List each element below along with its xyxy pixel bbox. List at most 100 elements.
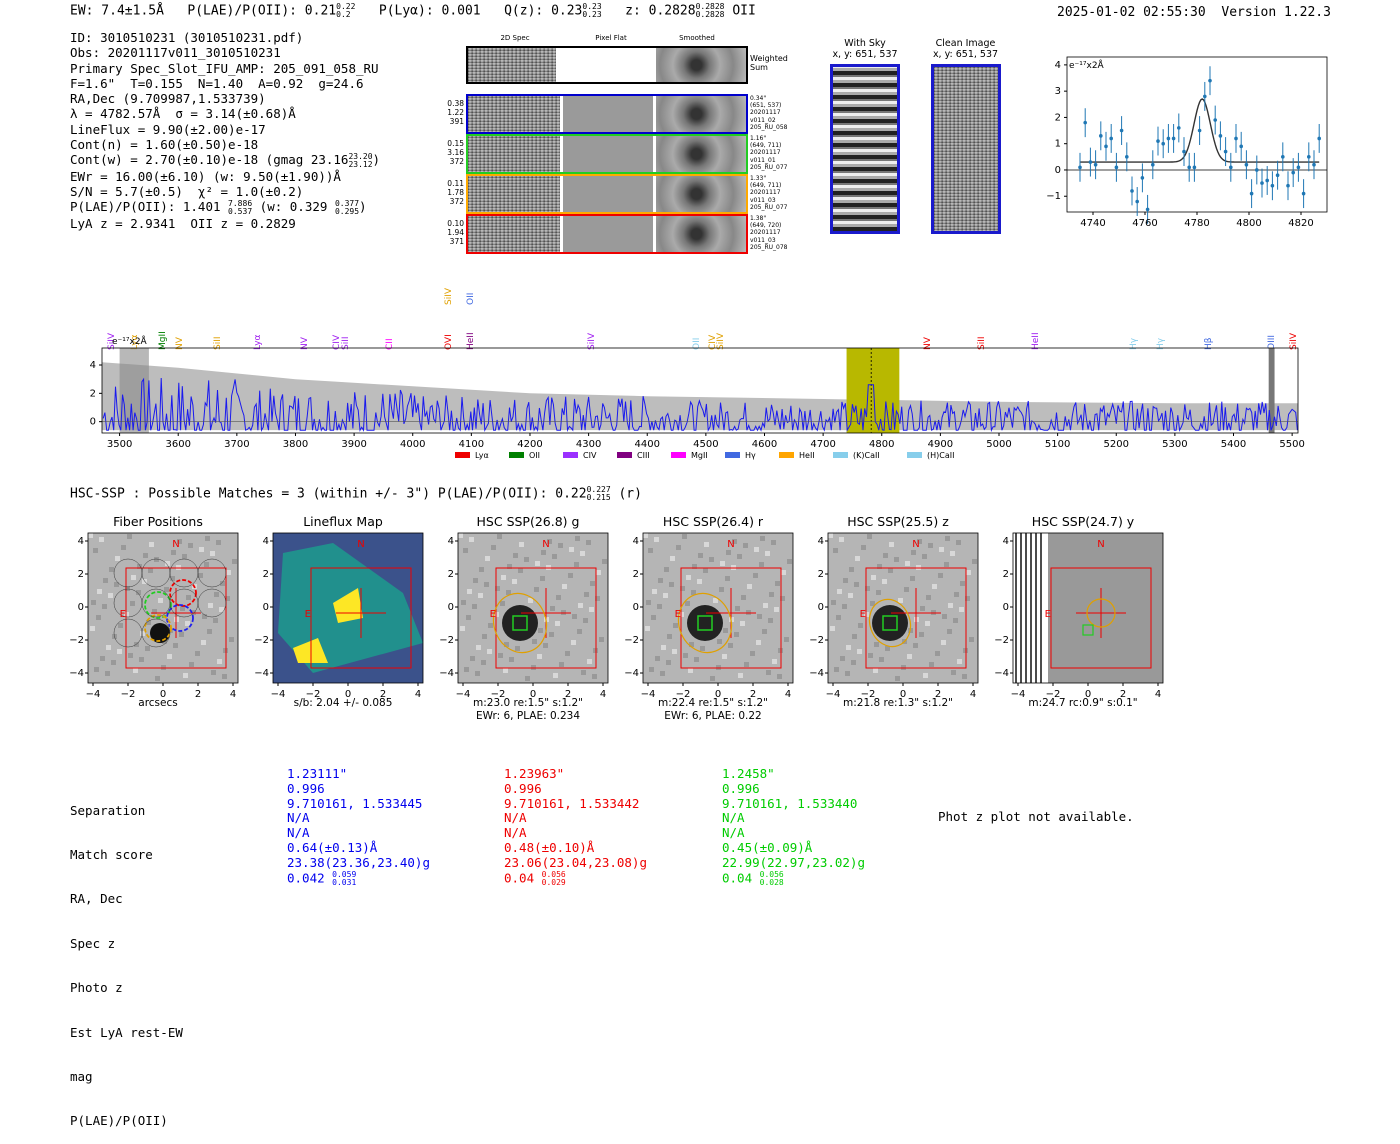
noise-pixel <box>907 654 912 659</box>
y-tick-label: −2 <box>440 635 454 646</box>
legend-swatch <box>617 452 632 458</box>
noise-pixel <box>584 592 589 597</box>
match-value-text: 0.04 <box>722 870 753 886</box>
match-value-text: 9.710161, 1.533440 <box>722 795 858 811</box>
y-tick-label: 1 <box>1055 139 1061 150</box>
hsc-panel-plot: N E −4 −2 0 2 4 4 2 0 −2 −4 <box>255 532 424 700</box>
noise-pixel <box>464 667 469 672</box>
label-radec: RA, Dec <box>70 891 123 907</box>
header-qz-hi: 0.23 <box>582 2 602 11</box>
weighted-pixelflat <box>556 48 656 82</box>
cutout-meta: v011_02 <box>750 116 776 124</box>
east-label: E <box>860 609 866 620</box>
data-point <box>1255 168 1259 172</box>
noise-pixel <box>950 551 955 556</box>
noise-pixel <box>167 654 172 659</box>
noise-pixel <box>769 592 774 597</box>
noise-pixel <box>587 659 592 664</box>
x-tick-label: 0 <box>160 689 166 700</box>
x-tick-label: 2 <box>195 689 201 700</box>
data-point <box>1177 126 1181 130</box>
info-lineflux: LineFlux = 9.90(±2.00)e-17 <box>70 121 266 137</box>
noise-pixel <box>780 596 785 601</box>
noise-pixel <box>155 676 160 681</box>
noise-pixel <box>217 659 222 664</box>
noise-pixel <box>756 640 761 645</box>
header-plae-hi: 0.22 <box>336 2 356 11</box>
noise-pixel <box>580 551 585 556</box>
x-tick-label: 4600 <box>752 439 777 450</box>
noise-pixel <box>954 592 959 597</box>
noise-pixel <box>111 660 116 665</box>
noise-pixel <box>216 540 221 545</box>
data-point <box>1145 207 1150 212</box>
cutout-meta: v011_01 <box>750 156 776 164</box>
noise-pixel <box>759 562 764 567</box>
aperture-box <box>865 567 967 669</box>
match-value: 9.710161, 1.533442 <box>504 795 647 812</box>
legend-label: (K)CaII <box>853 451 880 460</box>
noise-pixel <box>873 668 878 673</box>
noise-pixel <box>661 645 666 650</box>
noise-pixel <box>734 632 739 637</box>
noise-pixel <box>103 578 108 583</box>
noise-pixel <box>555 621 560 626</box>
noise-pixel <box>957 659 962 664</box>
noise-pixel <box>479 567 484 572</box>
x-tick-label: 3800 <box>283 439 308 450</box>
hsc-panel-plot: N E −4 −2 0 2 4 4 2 0 −2 −4 <box>995 532 1164 700</box>
detection-info: ID: 3010510231 (3010510231.pdf) Obs: 2020… <box>70 30 380 231</box>
match-plae-hi: 0.056 <box>759 869 784 879</box>
source-blob <box>687 605 723 641</box>
match-column: 1.2458" 0.996 9.710161, 1.533440 N/A N/A 0.45… <box>722 766 865 887</box>
noise-pixel <box>213 618 218 623</box>
match-value: N/A <box>504 825 647 841</box>
noise-pixel <box>148 568 153 573</box>
noise-pixel <box>590 581 595 586</box>
noise-pixel <box>578 603 583 608</box>
match-value-text: 9.710161, 1.533442 <box>504 795 640 811</box>
noise-pixel <box>127 534 132 539</box>
data-point <box>1249 191 1254 196</box>
data-point <box>1156 139 1160 143</box>
with-sky-header: With Sky x, y: 651, 537 <box>830 38 900 60</box>
y-tick-label: −2 <box>255 635 269 646</box>
noise-pixel <box>572 614 577 619</box>
header-z-lo: 0.2828 <box>695 10 725 19</box>
noise-pixel <box>743 543 748 548</box>
hsc-panel-title: HSC SSP(25.5) z <box>847 514 949 529</box>
noise-pixel <box>877 564 882 569</box>
noise-pixel <box>898 598 903 603</box>
noise-pixel <box>525 676 530 681</box>
y-tick-label: 2 <box>78 569 84 580</box>
hsc-panel-plot: N E −4 −2 0 2 4 4 2 0 −2 −4 <box>625 532 794 700</box>
aperture-box <box>495 567 597 669</box>
match-value-text: 23.38(23.36,23.40)g <box>287 854 430 870</box>
x-tick-label: 2 <box>1120 689 1126 700</box>
noise-pixel <box>676 545 681 550</box>
data-point <box>1182 149 1186 154</box>
noise-pixel <box>476 645 481 650</box>
noise-pixel <box>704 542 709 547</box>
cutout-smoothed <box>656 216 746 252</box>
y-tick-label: 4 <box>1003 536 1009 547</box>
noise-pixel <box>100 656 105 661</box>
noise-pixel <box>698 553 703 558</box>
aperture-box <box>125 567 227 669</box>
data-point <box>1130 189 1134 193</box>
info-sn: S/N = 5.7(±0.5) χ² = 1.0(±0.2) <box>70 184 304 200</box>
y-tick-label: −2 <box>810 635 824 646</box>
info-contw-lo: 23.12 <box>348 159 373 169</box>
y-tick-label: 4 <box>633 536 639 547</box>
noise-pixel <box>874 642 879 647</box>
noise-pixel <box>913 643 918 648</box>
noise-pixel <box>130 601 135 606</box>
east-label: E <box>675 609 681 620</box>
cutout-meta: 20201117 <box>750 149 781 157</box>
legend-swatch <box>907 452 922 458</box>
cutout-meta: v011_03 <box>750 236 776 244</box>
y-tick-label: 4 <box>78 536 84 547</box>
noise-pixel <box>760 536 765 541</box>
noise-pixel <box>879 657 884 662</box>
legend-swatch <box>671 452 686 458</box>
